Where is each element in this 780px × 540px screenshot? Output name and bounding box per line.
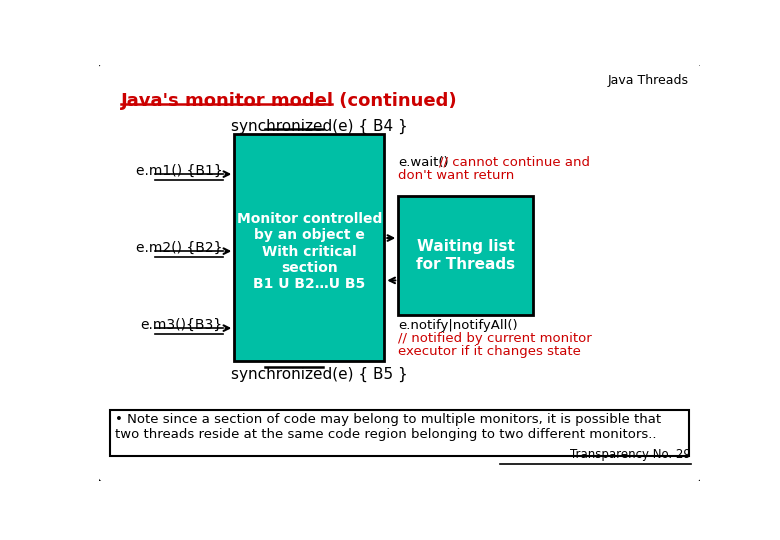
Text: Waiting list
for Threads: Waiting list for Threads xyxy=(416,239,515,272)
Text: executor if it changes state: executor if it changes state xyxy=(399,345,581,358)
Text: e.m3(){B3}: e.m3(){B3} xyxy=(140,318,222,332)
Text: synchronized(e) { B4 }: synchronized(e) { B4 } xyxy=(231,119,407,134)
FancyBboxPatch shape xyxy=(97,62,703,484)
Text: // cannot continue and: // cannot continue and xyxy=(439,156,590,168)
Text: e.notify|notifyAll(): e.notify|notifyAll() xyxy=(399,319,518,332)
Bar xyxy=(110,410,690,456)
Text: // notified by current monitor: // notified by current monitor xyxy=(399,332,592,345)
Text: Java Threads: Java Threads xyxy=(608,74,689,87)
Text: Monitor controlled
by an object e
With critical
section
B1 U B2…U B5: Monitor controlled by an object e With c… xyxy=(236,212,382,291)
Text: e.m1() {B1}: e.m1() {B1} xyxy=(136,164,222,178)
Text: Transparency No. 29: Transparency No. 29 xyxy=(570,448,691,461)
Text: don't want return: don't want return xyxy=(399,168,515,182)
Bar xyxy=(234,134,385,361)
Text: synchronized(e) { B5 }: synchronized(e) { B5 } xyxy=(231,367,407,382)
Text: e.m2() {B2}: e.m2() {B2} xyxy=(136,241,222,255)
Text: e.wait(): e.wait() xyxy=(399,156,448,168)
Text: • Note since a section of code may belong to multiple monitors, it is possible t: • Note since a section of code may belon… xyxy=(115,413,661,441)
Bar xyxy=(399,195,533,315)
Text: Java's monitor model (continued): Java's monitor model (continued) xyxy=(121,92,458,110)
